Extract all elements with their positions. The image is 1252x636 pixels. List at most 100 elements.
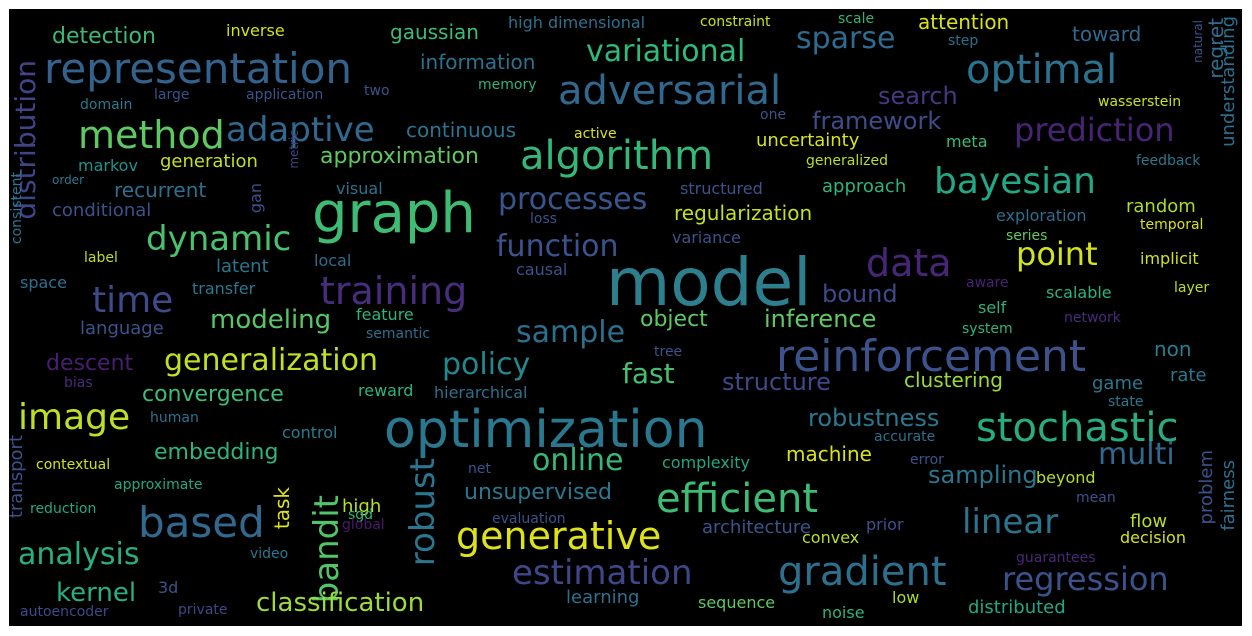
word-flow: flow: [1130, 511, 1168, 532]
word-mean: mean: [1076, 490, 1116, 506]
word-game: game: [1092, 373, 1144, 394]
word-non: non: [1154, 337, 1192, 361]
word-training: training: [320, 269, 468, 313]
word-model: model: [606, 244, 812, 321]
word-control: control: [282, 423, 338, 442]
word-toward: toward: [1072, 22, 1142, 46]
word-contextual: contextual: [36, 457, 111, 473]
word-reduction: reduction: [30, 501, 97, 517]
word-inverse: inverse: [226, 21, 285, 40]
word-unsupervised: unsupervised: [464, 480, 612, 505]
word-adaptive: adaptive: [226, 110, 375, 150]
word-accurate: accurate: [874, 429, 936, 445]
word-graph: graph: [312, 181, 476, 246]
word-architecture: architecture: [702, 517, 811, 538]
word-method: method: [78, 113, 225, 157]
word-bayesian: bayesian: [934, 161, 1096, 202]
word-variance: variance: [672, 228, 741, 247]
word-estimation: estimation: [512, 553, 693, 593]
word-local: local: [314, 251, 352, 270]
word-adversarial: adversarial: [558, 68, 782, 114]
word-meta: meta: [946, 132, 988, 151]
word-scale: scale: [838, 11, 875, 27]
word-high: high: [342, 496, 382, 517]
word-generalized: generalized: [806, 153, 888, 169]
word-distributed: distributed: [968, 597, 1066, 618]
word-problem: problem: [1196, 450, 1217, 525]
word-low: low: [892, 588, 920, 607]
word-processes: processes: [498, 182, 648, 217]
word-large: large: [154, 87, 190, 103]
word-label: label: [84, 250, 118, 266]
word-decision: decision: [1120, 528, 1186, 547]
word-wasserstein: wasserstein: [1098, 94, 1182, 110]
word-bias: bias: [64, 375, 93, 391]
word-complexity: complexity: [662, 453, 750, 472]
word-machine: machine: [786, 442, 872, 466]
word-exploration: exploration: [996, 206, 1087, 225]
word-dynamic: dynamic: [146, 219, 292, 259]
word-order: order: [52, 173, 84, 187]
word-latent: latent: [216, 256, 269, 277]
word-regression: regression: [1002, 560, 1169, 598]
word-temporal: temporal: [1140, 217, 1204, 233]
word-understanding: understanding: [1218, 16, 1239, 147]
word-aware: aware: [966, 275, 1009, 291]
word-transport: transport: [9, 435, 27, 519]
word-natural: natural: [1191, 20, 1205, 63]
word-approach: approach: [822, 176, 907, 197]
word-hierarchical: hierarchical: [434, 383, 528, 402]
word-inference: inference: [764, 305, 877, 333]
word-clustering: clustering: [904, 368, 1003, 392]
word-uncertainty: uncertainty: [756, 130, 860, 151]
word-convex: convex: [802, 528, 860, 547]
word-feedback: feedback: [1136, 153, 1201, 169]
word-structure: structure: [722, 368, 831, 396]
word-implicit: implicit: [1140, 249, 1199, 268]
word-consistent: consistent: [9, 172, 25, 245]
word-fairness: fairness: [1218, 460, 1239, 531]
word-image: image: [18, 397, 131, 438]
word-step: step: [948, 33, 979, 49]
word-generation: generation: [160, 151, 258, 172]
word-variational: variational: [586, 34, 746, 69]
word-generative: generative: [456, 514, 662, 558]
word-global: global: [342, 517, 385, 533]
word-sequence: sequence: [698, 593, 776, 612]
word-gan: gan: [246, 183, 265, 214]
word-fast: fast: [622, 357, 675, 390]
word-evaluation: evaluation: [492, 511, 566, 527]
word-private: private: [178, 602, 228, 618]
word-application: application: [246, 87, 324, 103]
word-data: data: [866, 241, 952, 285]
word-constraint: constraint: [700, 14, 771, 30]
word-point: point: [1016, 235, 1098, 273]
word-attention: attention: [918, 10, 1010, 34]
word-policy: policy: [442, 347, 531, 382]
word-tree: tree: [654, 344, 683, 360]
word-system: system: [962, 321, 1013, 337]
word-convergence: convergence: [142, 382, 284, 407]
word-semantic: semantic: [366, 326, 431, 342]
word-descent: descent: [46, 351, 134, 376]
word-sampling: sampling: [928, 461, 1038, 489]
word-prior: prior: [866, 515, 904, 534]
word-classification: classification: [256, 588, 425, 618]
word-optimal: optimal: [966, 47, 1118, 93]
word-series: series: [1006, 228, 1048, 244]
word-kernel: kernel: [56, 578, 137, 608]
word-robustness: robustness: [808, 404, 940, 432]
word-sgd: sgd: [348, 507, 374, 523]
word-video: video: [250, 546, 289, 562]
word-loss: loss: [530, 211, 558, 227]
word-3d: 3d: [158, 578, 179, 597]
word-information: information: [420, 50, 536, 74]
word-robust: robust: [403, 458, 443, 567]
word-guarantees: guarantees: [1016, 550, 1096, 566]
word-sparse: sparse: [796, 21, 896, 56]
word-efficient: efficient: [656, 476, 819, 522]
word-reward: reward: [358, 381, 414, 400]
word-random: random: [1126, 196, 1196, 217]
word-search: search: [878, 82, 958, 110]
word-multi: multi: [1098, 437, 1175, 472]
